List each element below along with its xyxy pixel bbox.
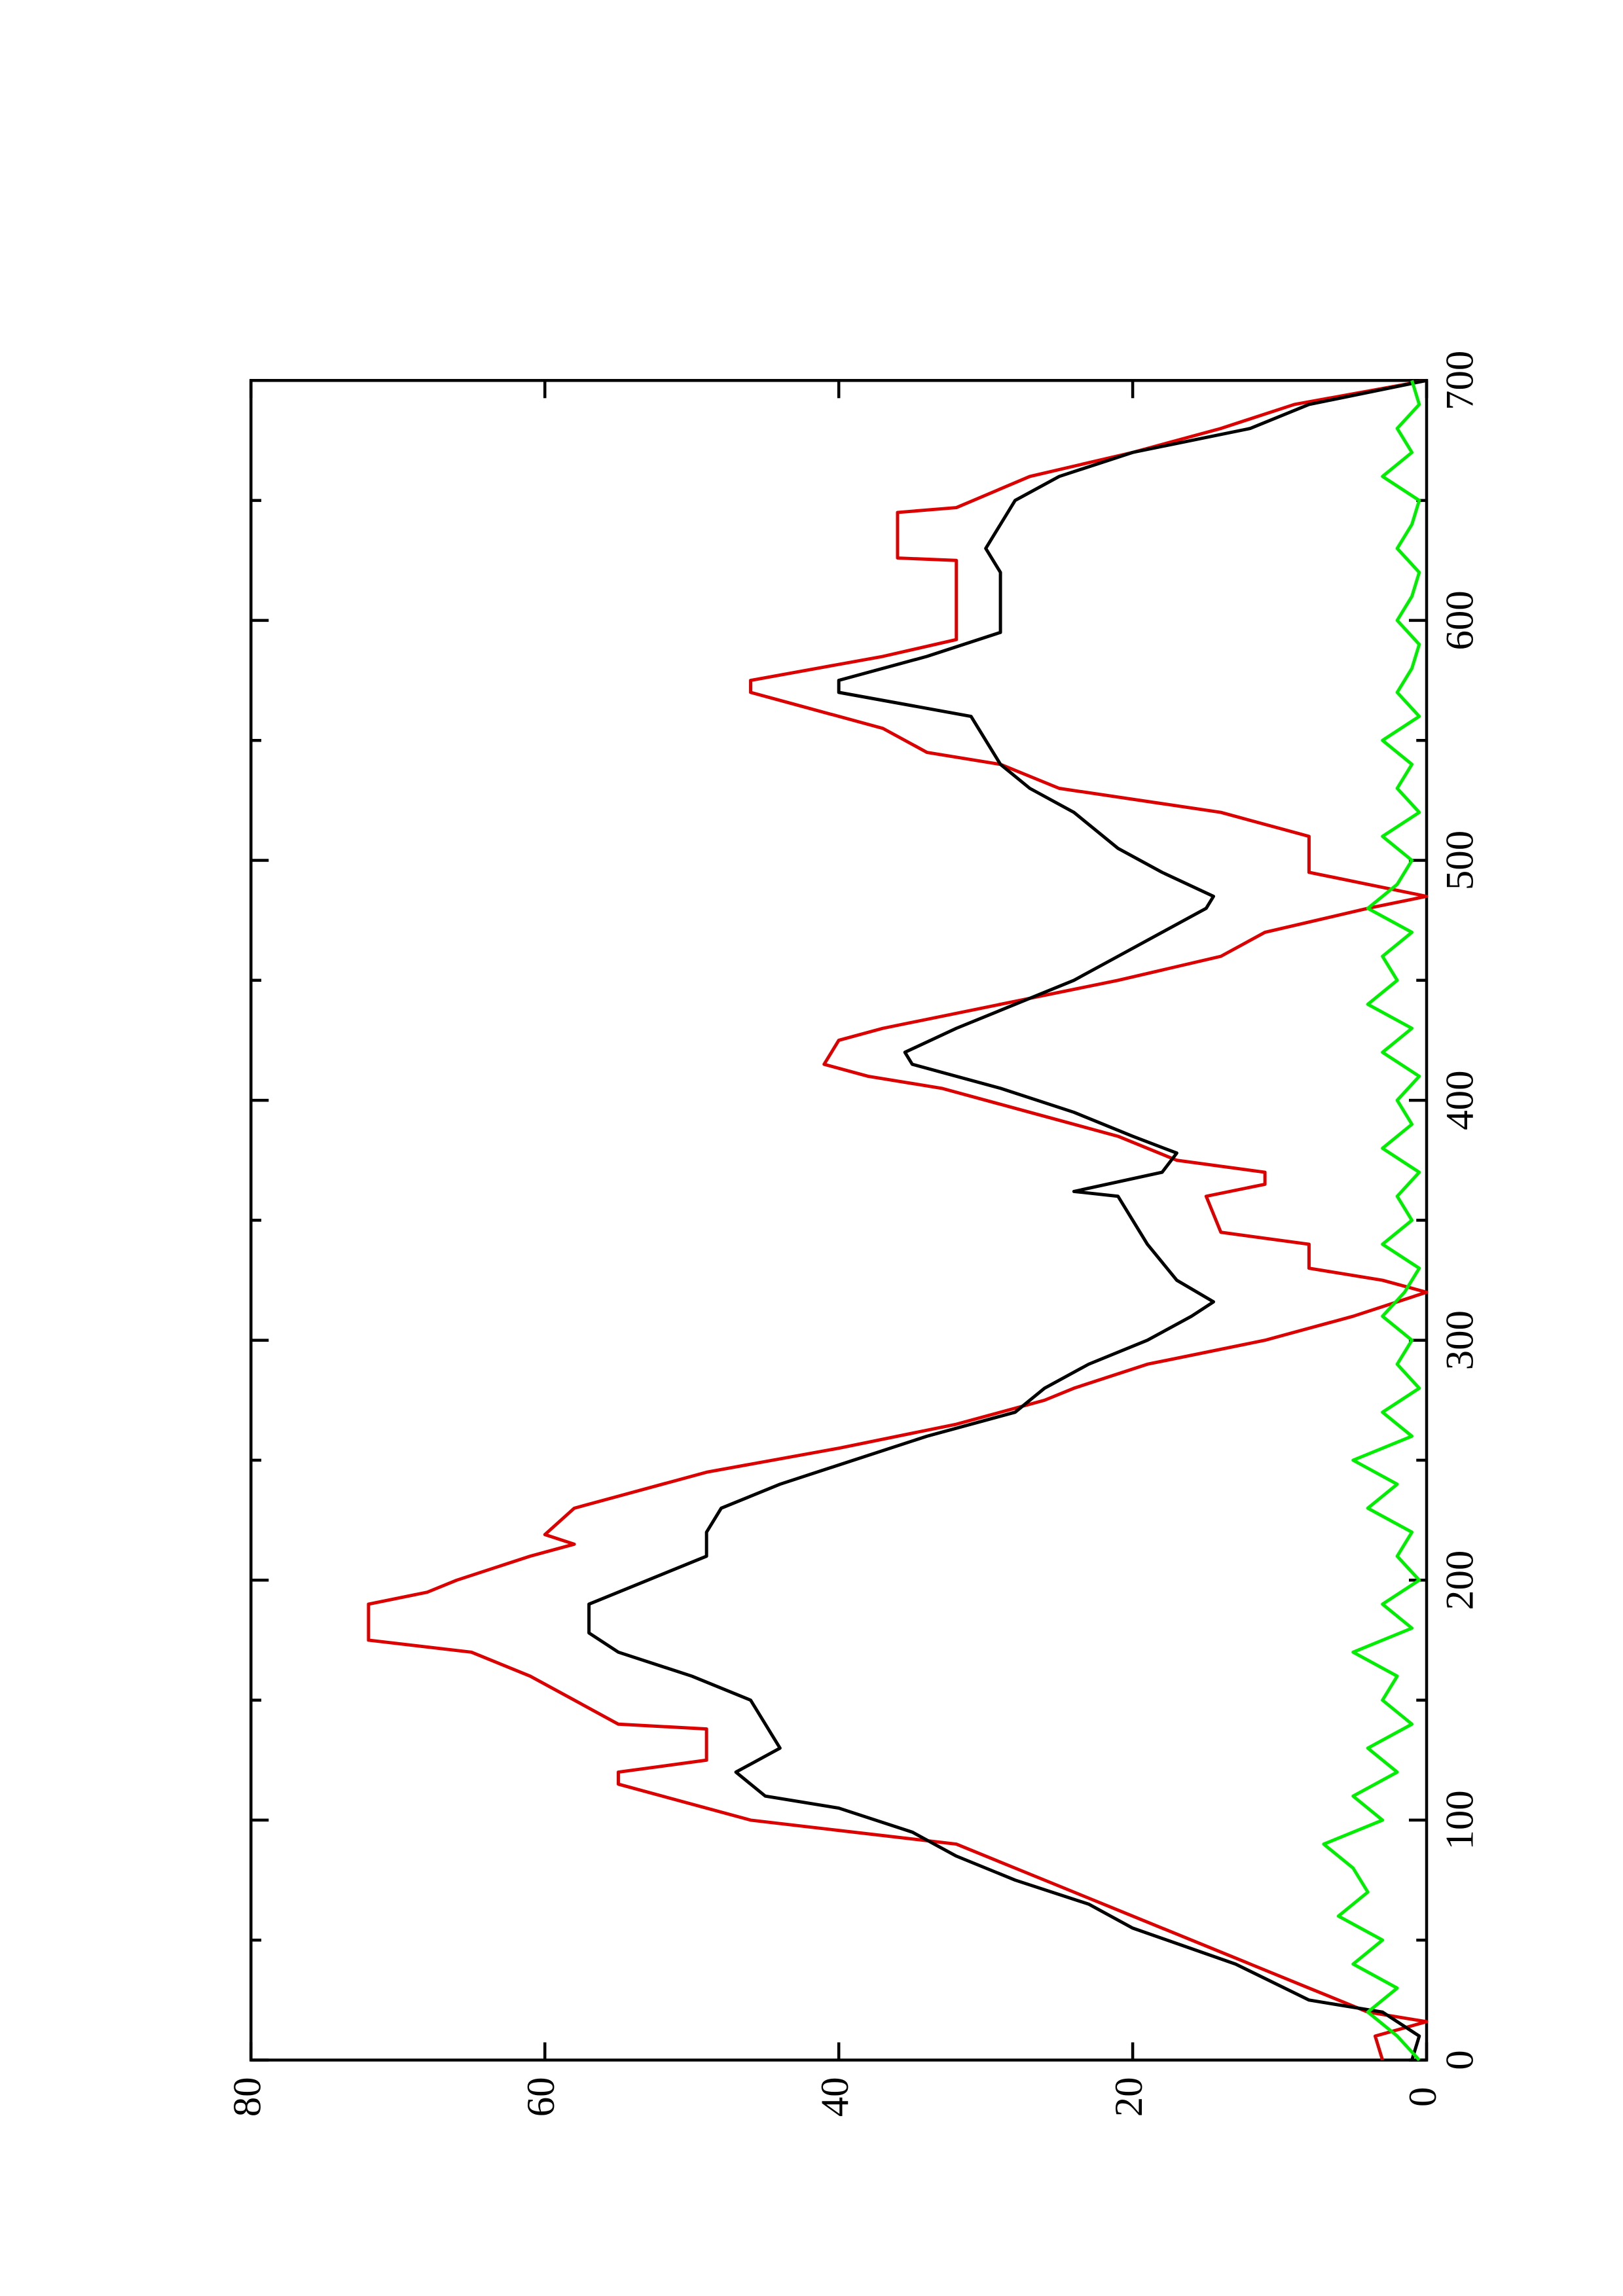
x-tick-label: 100 [1438,1790,1482,1850]
x-tick-label: 200 [1438,1551,1482,1610]
x-tick-label: 0 [1438,2050,1482,2070]
series-line [1322,380,1421,2062]
y-tick-label: 40 [813,2077,857,2117]
series-line [367,378,1429,2061]
y-tick-label: 60 [519,2077,563,2117]
y-tick-label: 80 [225,2077,269,2117]
y-tick-label: 0 [1401,2087,1445,2107]
x-tick-label: 500 [1438,831,1482,890]
x-tick-label: 400 [1438,1070,1482,1130]
x-tick-label: 700 [1438,351,1482,410]
series-line [587,378,1427,2061]
x-tick-label: 600 [1438,590,1482,650]
y-tick-label: 20 [1107,2077,1151,2117]
x-tick-label: 300 [1438,1310,1482,1370]
